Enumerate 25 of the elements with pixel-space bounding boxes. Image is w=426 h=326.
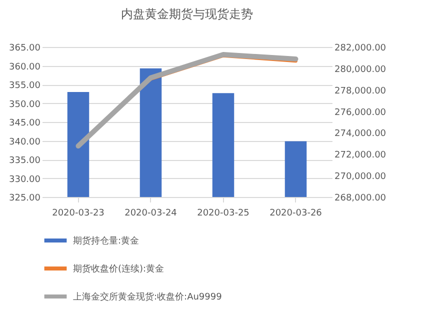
y2-tick-label: 276,000.00 [334, 108, 386, 118]
legend-label: 上海金交所黄金现货:收盘价:Au9999 [73, 292, 222, 302]
y-tick-label: 350.00 [9, 100, 41, 110]
x-tick-label: 2020-03-25 [197, 208, 250, 218]
chart-title: 内盘黄金期货与现货走势 [121, 7, 253, 21]
y-tick-label: 360.00 [9, 62, 41, 72]
y-tick-label: 365.00 [9, 44, 41, 54]
legend-label: 期货收盘价(连续):黄金 [73, 264, 164, 274]
y-tick-label: 330.00 [9, 174, 41, 185]
x-tick-label: 2020-03-26 [270, 208, 322, 218]
y2-tick-label: 274,000.00 [334, 129, 386, 140]
y-tick-label: 340.00 [9, 137, 41, 148]
y2-tick-label: 280,000.00 [334, 64, 386, 75]
legend-label: 期货持仓量:黄金 [73, 236, 140, 246]
y-tick-label: 355.00 [9, 81, 41, 91]
y2-tick-label: 278,000.00 [334, 86, 386, 96]
y-tick-label: 345.00 [9, 118, 41, 128]
x-tick-label: 2020-03-23 [52, 208, 104, 218]
y2-tick-label: 268,000.00 [334, 194, 386, 204]
y2-tick-label: 270,000.00 [334, 172, 386, 182]
x-tick-label: 2020-03-24 [124, 208, 178, 218]
y-tick-label: 325.00 [9, 194, 41, 204]
y2-tick-label: 282,000.00 [334, 44, 386, 54]
y2-tick-label: 272,000.00 [334, 150, 386, 161]
y-tick-label: 335.00 [9, 156, 41, 166]
